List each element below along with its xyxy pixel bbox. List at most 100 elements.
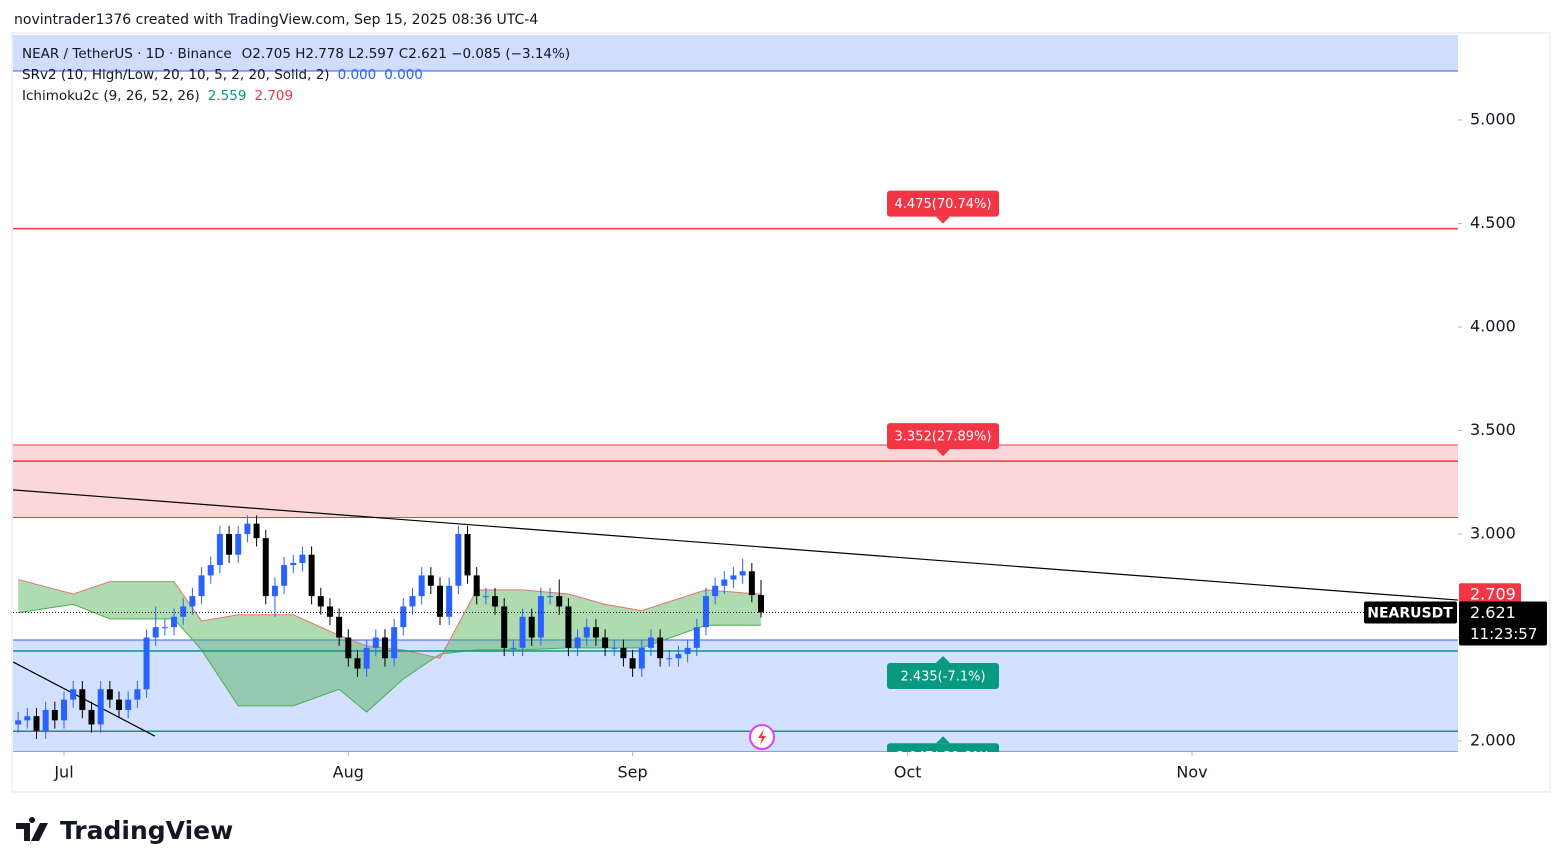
candle-body [693, 627, 700, 648]
level-label-pointer [936, 449, 950, 457]
candle-body [143, 637, 150, 690]
logo-text: TradingView [60, 816, 233, 845]
alert-bolt [758, 729, 766, 745]
candle-body [180, 606, 187, 617]
symbol: NEAR / TetherUS · 1D · Binance [22, 46, 232, 62]
candle-body [381, 637, 388, 659]
credit: novintrader1376 created with TradingView… [14, 12, 538, 28]
price-label-box [1459, 601, 1547, 646]
y-tick-label: 2.000 [1470, 731, 1516, 750]
candle-body [437, 585, 444, 617]
candle-body [161, 627, 168, 629]
candle-body [748, 571, 755, 596]
candle-body [226, 534, 233, 555]
sr-value: 0.000 [384, 67, 423, 83]
level-label: 3.352(27.89%) [895, 430, 992, 445]
candle-body [666, 658, 673, 660]
candle-body [574, 637, 581, 648]
header-band [13, 35, 1458, 71]
alert-icon [749, 724, 775, 750]
candle-body [253, 523, 260, 539]
candle-body [583, 627, 590, 638]
x-tick-label: Sep [618, 763, 648, 782]
chart-frame [11, 32, 1551, 793]
candle-body [363, 647, 370, 669]
candle-body [675, 654, 682, 659]
sr-legend: SRv2 (10, High/Low, 20, 10, 5, 2, 20, So… [22, 67, 423, 83]
level-label: 4.475(70.74%) [895, 197, 992, 212]
candle-body [629, 658, 636, 669]
x-tick-label: Jul [53, 763, 73, 782]
candle-body [547, 596, 554, 598]
candle-body [134, 689, 141, 700]
candle-body [372, 637, 379, 648]
level-label: 2.047(-21.8%) [896, 750, 989, 765]
candle-body [354, 658, 361, 669]
level-label-box [887, 743, 999, 752]
candle-body [271, 585, 278, 597]
candle-body [482, 596, 489, 598]
x-tick-label: Oct [894, 763, 922, 782]
candle-body [739, 571, 746, 576]
candle-body [638, 647, 645, 669]
candle-body [592, 627, 599, 638]
axes: 2.0002.5003.0003.5004.0004.5005.000JulAu… [53, 109, 1515, 781]
candle-body [400, 606, 407, 628]
candle-body [556, 596, 563, 607]
candle-body [244, 523, 251, 535]
candle-body [171, 616, 178, 628]
candle-body [620, 647, 627, 659]
symbol-line: NEAR / TetherUS · 1D · Binance O2.705 H2.… [22, 46, 570, 62]
candle-body [189, 596, 196, 607]
sr-name: SRv2 (10, High/Low, 20, 10, 5, 2, 20, So… [22, 67, 330, 83]
candle-body [326, 606, 333, 617]
candle-body [345, 637, 352, 659]
candle-body [602, 637, 609, 648]
y-tick-label: 4.000 [1470, 316, 1516, 335]
candle-body [510, 647, 517, 649]
cloud-lead1 [18, 603, 761, 713]
candle-body [684, 647, 691, 655]
candle-body [565, 606, 572, 648]
candle-body [519, 616, 526, 648]
candle-body [730, 575, 737, 580]
ichimoku-value: 2.559 [208, 88, 247, 104]
candle-body [290, 562, 297, 566]
level-label-pointer [936, 216, 950, 224]
candle-body [207, 565, 214, 576]
candle-body [611, 647, 618, 649]
plot: 4.475(70.74%) 3.352(27.89%) 2.435(-7.1%) 2.… [13, 190, 1458, 765]
candle-body [24, 716, 31, 721]
candle-body [79, 689, 86, 710]
zone [13, 444, 1458, 518]
candle-body [391, 627, 398, 659]
candle-body [446, 585, 453, 617]
symbol-box [1364, 601, 1457, 624]
candle-body [528, 616, 535, 638]
candle-body [492, 596, 499, 607]
candle-body [33, 716, 40, 731]
candle-body [409, 596, 416, 607]
candle-body [51, 709, 58, 721]
ichimoku-legend: Ichimoku2c (9, 26, 52, 26) 2.559 2.709 [22, 88, 293, 104]
price-label-box [1459, 583, 1521, 606]
y-tick-label: 5.000 [1470, 109, 1516, 128]
x-tick-label: Nov [1176, 763, 1207, 782]
candle-body [198, 575, 205, 597]
candle-body [15, 720, 22, 725]
y-tick-label: 3.500 [1470, 420, 1516, 439]
y-tick-label: 3.000 [1470, 524, 1516, 543]
level-label-pointer [936, 736, 950, 744]
cloud-fill [18, 579, 761, 713]
logo-icon [16, 817, 48, 841]
ichimoku-value: 2.709 [254, 88, 293, 104]
candle-body [455, 534, 462, 586]
candle-body [647, 637, 654, 648]
candle-body [299, 554, 306, 563]
ohlc: O2.705 H2.778 L2.597 C2.621 −0.085 (−3.1… [242, 46, 570, 62]
candle-body [757, 595, 764, 613]
zone [13, 639, 1458, 752]
candle-body [97, 689, 104, 725]
level-label-pointer [936, 655, 950, 663]
